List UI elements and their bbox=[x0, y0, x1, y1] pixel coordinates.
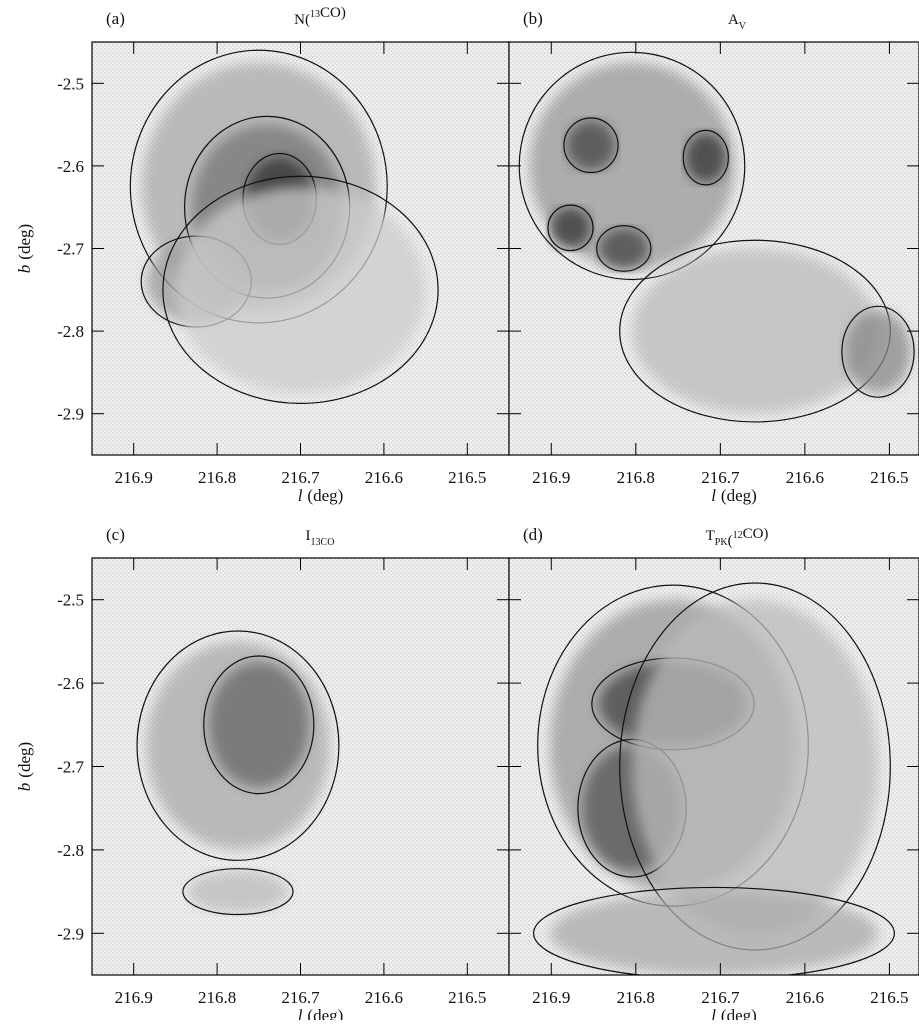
x-axis-label: l (deg) bbox=[298, 486, 344, 505]
x-tick-label: 216.5 bbox=[870, 468, 908, 487]
title-part: I bbox=[306, 528, 311, 544]
y-tick-label: -2.7 bbox=[57, 240, 84, 259]
map-shading bbox=[632, 599, 878, 934]
x-axis-label: l (deg) bbox=[711, 1006, 757, 1020]
y-axis-unit: (deg) bbox=[15, 224, 34, 260]
panel-label: (d) bbox=[523, 525, 543, 544]
panel-title: TPK(12CO) bbox=[706, 526, 769, 549]
contour bbox=[136, 630, 340, 861]
map-shading bbox=[599, 227, 649, 270]
panel: 216.9 216.8 216.7 216.6 216.5 -2.5 -2.6 -2.7 -2.… bbox=[15, 5, 510, 505]
map-shading bbox=[187, 870, 288, 913]
contour bbox=[596, 225, 652, 272]
title-part: CO) bbox=[320, 5, 346, 21]
title-part: CO) bbox=[743, 526, 769, 542]
x-axis-unit: (deg) bbox=[721, 486, 757, 505]
x-tick-label: 216.6 bbox=[365, 988, 403, 1007]
title-part: N( bbox=[294, 12, 310, 28]
title-part: 13CO bbox=[311, 537, 335, 548]
title-part: T bbox=[706, 528, 715, 544]
x-tick-label: 216.8 bbox=[617, 468, 655, 487]
x-axis-label: l (deg) bbox=[711, 486, 757, 505]
y-tick-label: -2.9 bbox=[57, 924, 84, 943]
contour bbox=[162, 175, 439, 404]
y-tick-label: -2.5 bbox=[57, 591, 84, 610]
x-tick-label: 216.9 bbox=[532, 468, 570, 487]
y-axis-unit: (deg) bbox=[15, 742, 34, 778]
contour bbox=[563, 117, 619, 174]
x-tick-label: 216.7 bbox=[701, 468, 740, 487]
x-axis-unit: (deg) bbox=[307, 1006, 343, 1020]
y-axis-var: b bbox=[15, 783, 34, 792]
y-tick-label: -2.5 bbox=[57, 74, 84, 93]
y-tick-label: -2.6 bbox=[57, 157, 84, 176]
map-shading bbox=[566, 120, 616, 171]
y-tick-label: -2.8 bbox=[57, 322, 84, 341]
panel: 216.9 216.8 216.7 216.6 216.5 (d) TPK(12CO) l (d… bbox=[508, 525, 919, 1025]
map-shading bbox=[175, 186, 426, 394]
contour bbox=[533, 886, 895, 975]
x-tick-label: 216.8 bbox=[198, 468, 236, 487]
map-shading bbox=[550, 207, 591, 249]
map-image bbox=[92, 42, 509, 455]
panel-label: (b) bbox=[523, 9, 543, 28]
x-tick-label: 216.8 bbox=[198, 988, 236, 1007]
title-part: V bbox=[739, 21, 747, 32]
panel-title: AV bbox=[728, 12, 747, 32]
contour bbox=[841, 305, 915, 398]
x-tick-label: 216.9 bbox=[532, 988, 570, 1007]
panel-title: I13CO bbox=[306, 528, 335, 548]
panel-title: N(13CO) bbox=[294, 5, 346, 28]
title-part: 12 bbox=[733, 530, 743, 541]
contour bbox=[203, 655, 315, 795]
panel-label: (c) bbox=[106, 525, 125, 544]
map-shading bbox=[208, 662, 309, 788]
x-axis-var: l bbox=[298, 486, 303, 505]
y-tick-label: -2.6 bbox=[57, 674, 84, 693]
title-part: 13 bbox=[310, 9, 320, 20]
y-axis-label: b (deg) bbox=[15, 224, 34, 273]
y-tick-label: -2.8 bbox=[57, 841, 84, 860]
x-tick-label: 216.7 bbox=[701, 988, 740, 1007]
map-shading bbox=[845, 310, 911, 394]
x-axis-var: l bbox=[711, 486, 716, 505]
x-axis-unit: (deg) bbox=[307, 486, 343, 505]
x-axis-unit: (deg) bbox=[721, 1006, 757, 1020]
x-tick-label: 216.5 bbox=[448, 468, 486, 487]
x-tick-label: 216.9 bbox=[115, 468, 153, 487]
y-axis-label: b (deg) bbox=[15, 742, 34, 791]
x-tick-label: 216.5 bbox=[870, 988, 908, 1007]
x-tick-label: 216.7 bbox=[281, 988, 320, 1007]
title-part: ( bbox=[728, 533, 733, 549]
map-shading bbox=[632, 248, 878, 414]
x-tick-label: 216.8 bbox=[617, 988, 655, 1007]
x-axis-var: l bbox=[298, 1006, 303, 1020]
panel: 216.9 216.8 216.7 216.6 216.5(b) AVl (deg) bbox=[508, 9, 919, 505]
x-tick-label: 216.6 bbox=[365, 468, 403, 487]
y-tick-label: -2.9 bbox=[57, 405, 84, 424]
x-tick-label: 216.7 bbox=[281, 468, 320, 487]
panel: 216.9 216.8 216.7 216.6 216.5 -2.5 -2.6 -2.7 -2.… bbox=[15, 525, 510, 1025]
title-part: A bbox=[728, 12, 739, 28]
x-axis-var: l bbox=[711, 1006, 716, 1020]
y-tick-label: -2.7 bbox=[57, 758, 84, 777]
map-shading bbox=[685, 132, 727, 183]
panel-label: (a) bbox=[106, 9, 125, 28]
x-tick-label: 216.6 bbox=[786, 468, 824, 487]
x-axis-label: l (deg) bbox=[298, 1006, 344, 1020]
map-shading bbox=[550, 891, 878, 975]
map-image bbox=[509, 558, 919, 975]
x-tick-label: 216.6 bbox=[786, 988, 824, 1007]
map-image bbox=[92, 558, 509, 975]
y-axis-var: b bbox=[15, 265, 34, 274]
title-part: PK bbox=[715, 537, 729, 548]
x-tick-label: 216.5 bbox=[448, 988, 486, 1007]
x-tick-label: 216.9 bbox=[115, 988, 153, 1007]
map-image bbox=[509, 42, 919, 455]
contour bbox=[682, 129, 729, 186]
contour bbox=[182, 868, 294, 916]
contour bbox=[547, 204, 594, 252]
